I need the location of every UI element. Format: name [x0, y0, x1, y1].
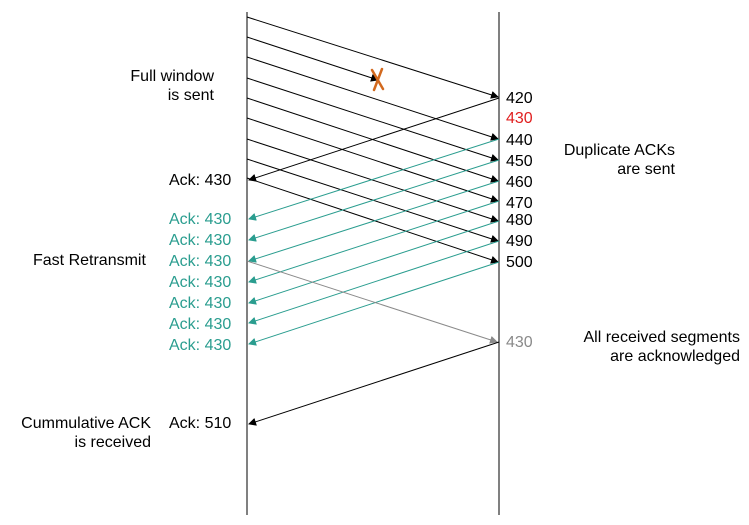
- cumulative-ack-note-line1: Cummulative ACK: [21, 415, 151, 432]
- ack-510-arrow: [248, 341, 500, 426]
- dup-ack-label-3: Ack: 430: [169, 253, 232, 270]
- dup-ack-label-5: Ack: 430: [169, 295, 232, 312]
- segment-label-420: 420: [506, 90, 533, 107]
- segment-450-arrow: [246, 77, 499, 162]
- dup-ack-label-4: Ack: 430: [169, 274, 232, 291]
- all-received-note-line1: All received segments: [583, 329, 740, 346]
- fast-retransmit-note: Fast Retransmit: [33, 252, 146, 269]
- cumulative-ack-note-line2: is received: [74, 434, 151, 451]
- segment-label-480: 480: [506, 212, 533, 229]
- segment-label-440: 440: [506, 132, 533, 149]
- dup-ack-label-7: Ack: 430: [169, 337, 232, 354]
- dup-ack-arrow-2: [248, 159, 500, 242]
- retransmit-430-arrow: [246, 260, 498, 344]
- segment-label-450: 450: [506, 153, 533, 170]
- duplicate-acks-note-line1: Duplicate ACKs: [563, 142, 675, 159]
- cross-mark-icon: [370, 67, 385, 92]
- segment-label-430: 430: [506, 110, 533, 127]
- all-received-note-line2: are acknowledged: [610, 348, 740, 365]
- final-ack-label: Ack: 510: [169, 415, 232, 432]
- full-window-note-line1: Full window: [130, 68, 214, 85]
- duplicate-acks-note-line2: are sent: [617, 161, 675, 178]
- segment-label-500: 500: [506, 254, 533, 271]
- first-ack-label: Ack: 430: [169, 172, 232, 189]
- full-window-note: Full window is sent: [100, 67, 214, 105]
- duplicate-acks-note: Duplicate ACKs are sent: [530, 141, 675, 179]
- dup-ack-arrow-7: [248, 261, 500, 346]
- retransmitted-segment-label: 430: [506, 334, 533, 351]
- dup-ack-arrow-5: [248, 220, 500, 305]
- dup-ack-arrow-6: [248, 240, 500, 325]
- segment-470-arrow: [246, 117, 499, 203]
- segment-label-460: 460: [506, 174, 533, 191]
- segment-420-arrow: [246, 16, 499, 99]
- dup-ack-label-2: Ack: 430: [169, 232, 232, 249]
- segment-440-arrow: [246, 56, 499, 141]
- cumulative-ack-note: Cummulative ACK is received: [0, 414, 151, 452]
- ack-430-first-arrow: [248, 97, 500, 182]
- dup-ack-arrow-4: [248, 200, 500, 284]
- segment-label-490: 490: [506, 233, 533, 250]
- segment-label-470: 470: [506, 195, 533, 212]
- dup-ack-arrow-1: [248, 138, 500, 221]
- dup-ack-label-6: Ack: 430: [169, 316, 232, 333]
- segment-430-lost-arrow: [246, 36, 379, 82]
- full-window-note-line2: is sent: [167, 87, 214, 104]
- all-received-note: All received segments are acknowledged: [540, 328, 740, 366]
- dup-ack-arrow-3: [248, 180, 500, 263]
- segment-500-arrow: [246, 177, 499, 264]
- dup-ack-label-1: Ack: 430: [169, 211, 232, 228]
